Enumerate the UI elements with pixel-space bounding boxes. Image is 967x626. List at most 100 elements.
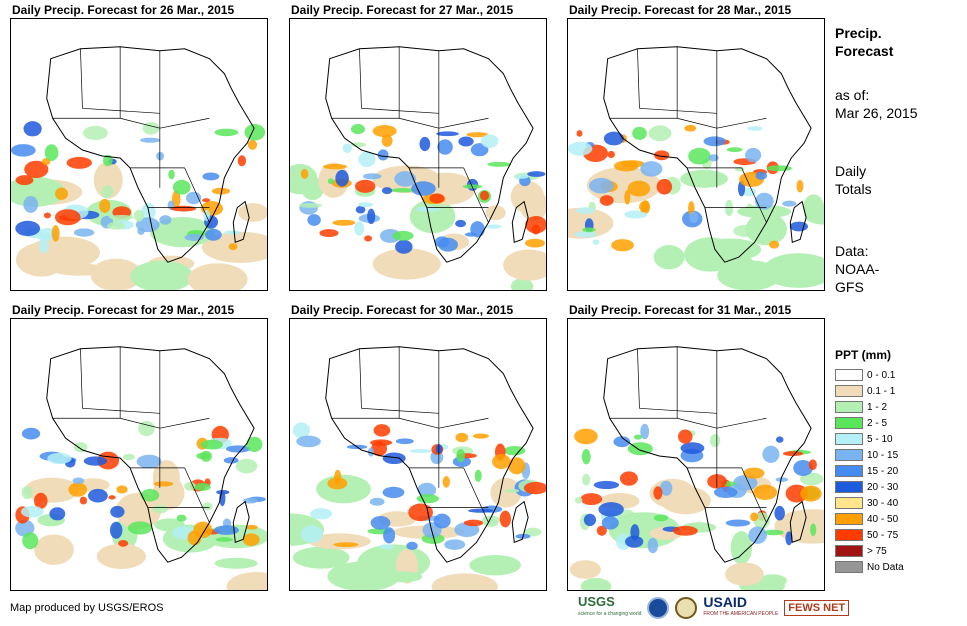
country-border — [361, 107, 439, 114]
usgs-logo: USGS science for a changing world — [578, 595, 642, 620]
precip-patch — [51, 225, 60, 242]
legend-item: 40 - 50 — [835, 512, 904, 526]
precip-patch — [15, 175, 34, 186]
legend-item: 20 - 30 — [835, 480, 904, 494]
precip-patch — [323, 163, 348, 170]
forecast-panel-26: Daily Precip. Forecast for 26 Mar., 2015 — [10, 2, 268, 291]
precip-patch — [99, 198, 111, 213]
africa-precip-map — [568, 46, 824, 290]
country-border — [80, 348, 83, 409]
precip-patch — [434, 236, 450, 248]
precip-patch — [433, 513, 451, 529]
legend-swatch — [835, 529, 863, 541]
precip-patch — [327, 477, 348, 490]
precip-patch — [51, 263, 108, 276]
precip-patch — [613, 436, 631, 448]
precip-patch — [588, 177, 614, 194]
precip-patch — [799, 472, 824, 486]
precip-patch — [639, 201, 650, 213]
precip-patch — [66, 156, 92, 169]
precip-patch — [298, 203, 322, 208]
precip-patch — [310, 508, 333, 520]
legend-swatch — [835, 513, 863, 525]
usaid-tagline: FROM THE AMERICAN PEOPLE — [703, 611, 779, 617]
precip-patch — [472, 433, 489, 439]
legend-item: 0.1 - 1 — [835, 384, 904, 398]
precip-patch — [355, 205, 366, 214]
precip-patch — [300, 168, 309, 179]
legend-item: No Data — [835, 560, 904, 574]
legend-label: 50 - 75 — [867, 529, 899, 541]
precip-patch — [68, 482, 88, 497]
precip-patch — [653, 514, 669, 522]
precip-patch — [411, 181, 436, 196]
precip-patch — [640, 161, 663, 177]
precip-patch — [455, 432, 469, 443]
precip-patch — [743, 467, 765, 479]
precip-patch — [358, 151, 376, 168]
precip-patch — [367, 447, 375, 457]
precip-patch — [515, 174, 529, 179]
country-border — [637, 48, 640, 109]
noaa-logo-icon — [647, 597, 670, 619]
precip-patch — [746, 203, 753, 217]
legend-item: 0 - 0.1 — [835, 368, 904, 382]
precip-patch — [392, 230, 414, 241]
precip-patch — [508, 457, 526, 475]
precip-patch — [73, 228, 95, 237]
precip-patch — [300, 525, 324, 543]
precip-patch — [11, 144, 36, 157]
precip-patch — [20, 505, 44, 518]
panel-title: Daily Precip. Forecast for 26 Mar., 2015 — [12, 3, 235, 17]
precip-patch — [327, 561, 401, 590]
precip-patch — [680, 442, 705, 455]
precip-patch — [127, 521, 153, 535]
precip-patch — [755, 171, 768, 180]
precip-patch — [34, 492, 48, 509]
country-border — [359, 48, 362, 109]
precip-patch — [115, 492, 162, 530]
africa-outline — [46, 46, 255, 263]
precip-patch — [15, 220, 41, 237]
country-border — [82, 107, 160, 114]
usgs-tagline: science for a changing world — [578, 611, 642, 617]
country-border — [741, 167, 767, 223]
forecast-panel-28: Daily Precip. Forecast for 28 Mar., 2015 — [567, 2, 825, 291]
africa-precip-map — [569, 346, 824, 590]
country-border — [463, 167, 489, 223]
africa-outline — [325, 346, 534, 563]
madagascar-outline — [232, 500, 250, 544]
legend-title: PPT (mm) — [835, 348, 892, 362]
precip-patch — [503, 446, 526, 456]
precip-patch — [708, 154, 719, 162]
precip-patch — [22, 532, 39, 550]
precip-patch — [607, 150, 615, 159]
country-border — [120, 417, 160, 429]
precip-patch — [383, 571, 423, 583]
precip-patch — [370, 515, 391, 530]
precip-patch — [354, 221, 365, 236]
precip-patch — [215, 537, 233, 542]
precip-patch — [23, 121, 42, 137]
precip-patch — [93, 161, 123, 199]
africa-outline — [603, 346, 812, 563]
title-line-1: Precip. — [835, 25, 882, 41]
country-border — [463, 467, 489, 523]
precip-patch — [466, 132, 489, 138]
title-line-2: Forecast — [835, 43, 894, 59]
precip-patch — [381, 187, 393, 195]
precip-patch — [789, 221, 809, 232]
legend-label: 15 - 20 — [867, 465, 899, 477]
totals-line-1: Daily — [835, 163, 867, 179]
precip-patch — [186, 191, 202, 205]
madagascar-outline — [789, 200, 807, 244]
precip-patch — [782, 200, 797, 207]
precip-patch — [136, 454, 162, 469]
precip-patch — [214, 128, 239, 137]
precip-patch — [228, 243, 238, 251]
madagascar-outline — [232, 200, 250, 244]
precip-patch — [247, 139, 258, 150]
africa-outline — [325, 46, 534, 263]
precip-patch — [468, 508, 494, 513]
madagascar-outline — [789, 500, 807, 544]
